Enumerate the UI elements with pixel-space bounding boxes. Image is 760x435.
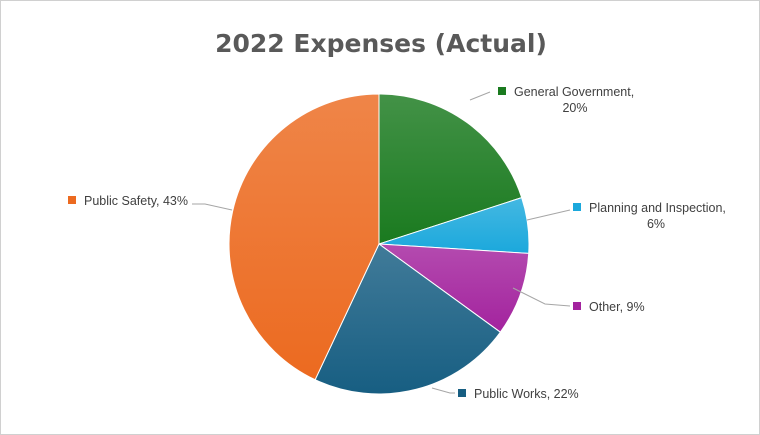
pie-slice-other (377, 243, 530, 333)
label-marker-public-safety (68, 196, 76, 204)
label-marker-general-government (498, 87, 506, 95)
leader-line-other (512, 287, 571, 307)
data-label-public-safety: Public Safety, 43% (84, 194, 188, 208)
leader-line-general-government (469, 91, 491, 101)
leader-line-planning-and-inspection (526, 209, 571, 221)
data-label-planning-and-inspection: Planning and Inspection, (589, 201, 726, 215)
pie-slice-general-government (378, 93, 523, 245)
pie-slice-public-safety (228, 93, 380, 381)
data-label-planning-and-inspection-line2: 6% (647, 217, 665, 231)
data-label-general-government-line2: 20% (562, 101, 587, 115)
data-label-other: Other, 9% (589, 300, 645, 314)
leader-line-public-works (431, 387, 455, 394)
data-label-general-government: General Government, (514, 85, 634, 99)
data-label-public-works: Public Works, 22% (474, 387, 579, 401)
leader-line-public-safety (192, 203, 233, 211)
chart-title: 2022 Expenses (Actual) (215, 29, 547, 58)
label-marker-other (573, 302, 581, 310)
label-marker-planning-and-inspection (573, 203, 581, 211)
label-marker-public-works (458, 389, 466, 397)
